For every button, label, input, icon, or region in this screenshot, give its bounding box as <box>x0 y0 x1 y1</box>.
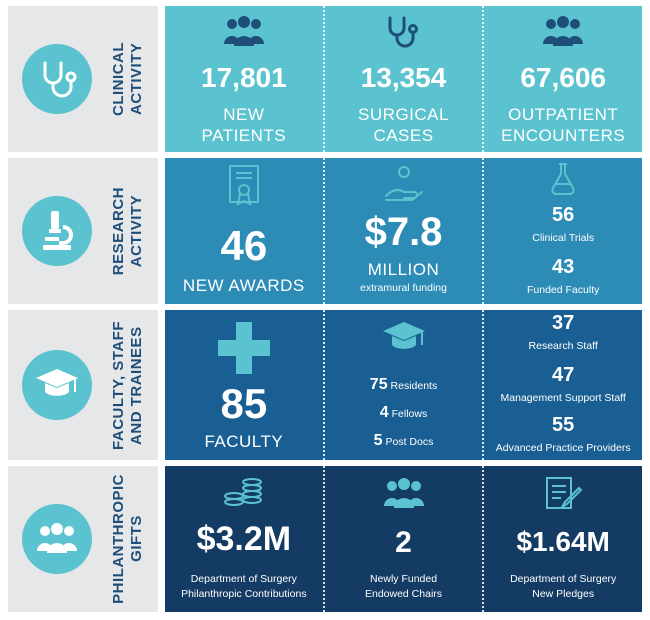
research-title: RESEARCH ACTIVITY <box>110 186 145 276</box>
people-group-icon <box>543 16 584 46</box>
new-patients-value: 17,801 <box>201 62 287 93</box>
outpatient-encounters-stat: 67,606 OUTPATIENT ENCOUNTERS <box>482 6 642 152</box>
clinical-trials-value: 56 <box>552 204 575 226</box>
research-staff-label: Research Staff <box>528 340 598 352</box>
document-pen-icon <box>546 477 583 509</box>
endowed-chairs-value: 2 <box>395 526 412 559</box>
people-group-icon <box>223 16 264 46</box>
surgical-cases-value: 13,354 <box>360 62 447 93</box>
endowed-chairs-label: Newly Funded Endowed Chairs <box>364 573 443 600</box>
people-cross-icon <box>217 322 270 374</box>
research-activity-row: RESEARCH ACTIVITY 46 NEW AWARDS $7.8 MILL… <box>8 158 642 304</box>
new-awards-label: NEW AWARDS <box>182 276 305 295</box>
research-circle <box>22 196 92 266</box>
gifts-panel: $3.2M Department of Surgery Philanthropic… <box>165 466 642 612</box>
gifts-header: PHILANTHROPIC GIFTS <box>8 466 158 612</box>
people-group-icon <box>383 478 424 508</box>
faculty-panel: 85 FACULTY 75 Residents 4 Fellows 5 Post… <box>165 310 642 460</box>
pledges-label: Department of Surgery New Pledges <box>510 573 617 600</box>
trainees-stat: 75 Residents 4 Fellows 5 Post Docs <box>322 310 483 460</box>
residents-line: 75 Residents <box>369 376 438 393</box>
new-awards-stat: 46 NEW AWARDS <box>165 158 323 304</box>
flask-icon <box>551 163 575 196</box>
gifts-title: PHILANTHROPIC GIFTS <box>110 474 145 604</box>
surgical-cases-stat: 13,354 SURGICAL CASES <box>322 6 483 152</box>
clinical-panel: 17,801 NEW PATIENTS 13,354 SURGICAL CASES … <box>165 6 642 152</box>
clinical-title: CLINICAL ACTIVITY <box>110 42 145 116</box>
clinical-activity-header: CLINICAL ACTIVITY <box>8 6 158 152</box>
clinical-trials-label: Clinical Trials <box>532 232 595 244</box>
contributions-stat: $3.2M Department of Surgery Philanthropic… <box>165 466 323 612</box>
certificate-icon <box>228 165 259 206</box>
faculty-count-value: 85 <box>220 380 268 427</box>
hand-coin-icon <box>384 166 423 201</box>
research-panel: 46 NEW AWARDS $7.8 MILLION extramural fu… <box>165 158 642 304</box>
funded-faculty-label: Funded Faculty <box>526 284 600 296</box>
contributions-label: Department of Surgery Philanthropic Contr… <box>181 573 307 600</box>
new-awards-value: 46 <box>220 222 268 269</box>
funded-faculty-value: 43 <box>552 256 575 278</box>
funding-label: MILLION <box>367 260 440 279</box>
pledges-stat: $1.64M Department of Surgery New Pledges <box>482 466 642 612</box>
people-group-icon <box>37 523 77 553</box>
app-staff-label: Advanced Practice Providers <box>495 442 631 454</box>
faculty-title: FACULTY, STAFF AND TRAINEES <box>110 320 145 450</box>
faculty-count-label: FACULTY <box>204 432 284 451</box>
clinical-circle <box>22 44 92 114</box>
contributions-value: $3.2M <box>196 520 292 558</box>
endowed-chairs-stat: 2 Newly Funded Endowed Chairs <box>322 466 483 612</box>
post-docs-line: 5 Post Docs <box>373 432 434 449</box>
microscope-icon <box>43 211 73 250</box>
outpatient-encounters-label: OUTPATIENT ENCOUNTERS <box>501 105 626 145</box>
pledges-value: $1.64M <box>516 526 610 557</box>
clinical-activity-row: CLINICAL ACTIVITY 17,801 NEW PATIENTS 13,3… <box>8 6 642 152</box>
fellows-line: 4 Fellows <box>379 404 428 421</box>
faculty-circle <box>22 350 92 420</box>
trials-stat: 56 Clinical Trials 43 Funded Faculty <box>482 158 642 304</box>
outpatient-encounters-value: 67,606 <box>520 62 606 93</box>
surgical-cases-label: SURGICAL CASES <box>358 105 449 145</box>
coin-stack-icon <box>223 478 262 506</box>
funding-value: $7.8 <box>364 210 443 254</box>
new-patients-label: NEW PATIENTS <box>201 105 287 145</box>
faculty-count-stat: 85 FACULTY <box>165 310 323 460</box>
stethoscope-icon <box>43 61 77 98</box>
staff-stat: 37 Research Staff 47 Management Support … <box>482 310 642 460</box>
faculty-row: FACULTY, STAFF AND TRAINEES 85 FACULTY 75… <box>8 310 642 460</box>
faculty-header: FACULTY, STAFF AND TRAINEES <box>8 310 158 460</box>
graduation-cap-icon <box>382 322 425 349</box>
research-activity-header: RESEARCH ACTIVITY <box>8 158 158 304</box>
management-staff-label: Management Support Staff <box>500 392 626 404</box>
research-staff-value: 37 <box>552 312 575 334</box>
new-patients-stat: 17,801 NEW PATIENTS <box>165 6 323 152</box>
gifts-row: PHILANTHROPIC GIFTS $3.2M Department of S… <box>8 466 642 612</box>
stethoscope-icon <box>388 16 418 48</box>
management-staff-value: 47 <box>552 364 575 386</box>
gifts-circle <box>22 504 92 574</box>
funding-sublabel: extramural funding <box>360 282 447 294</box>
app-staff-value: 55 <box>552 414 575 436</box>
graduation-cap-icon <box>36 369 78 396</box>
funding-stat: $7.8 MILLION extramural funding <box>322 158 483 304</box>
